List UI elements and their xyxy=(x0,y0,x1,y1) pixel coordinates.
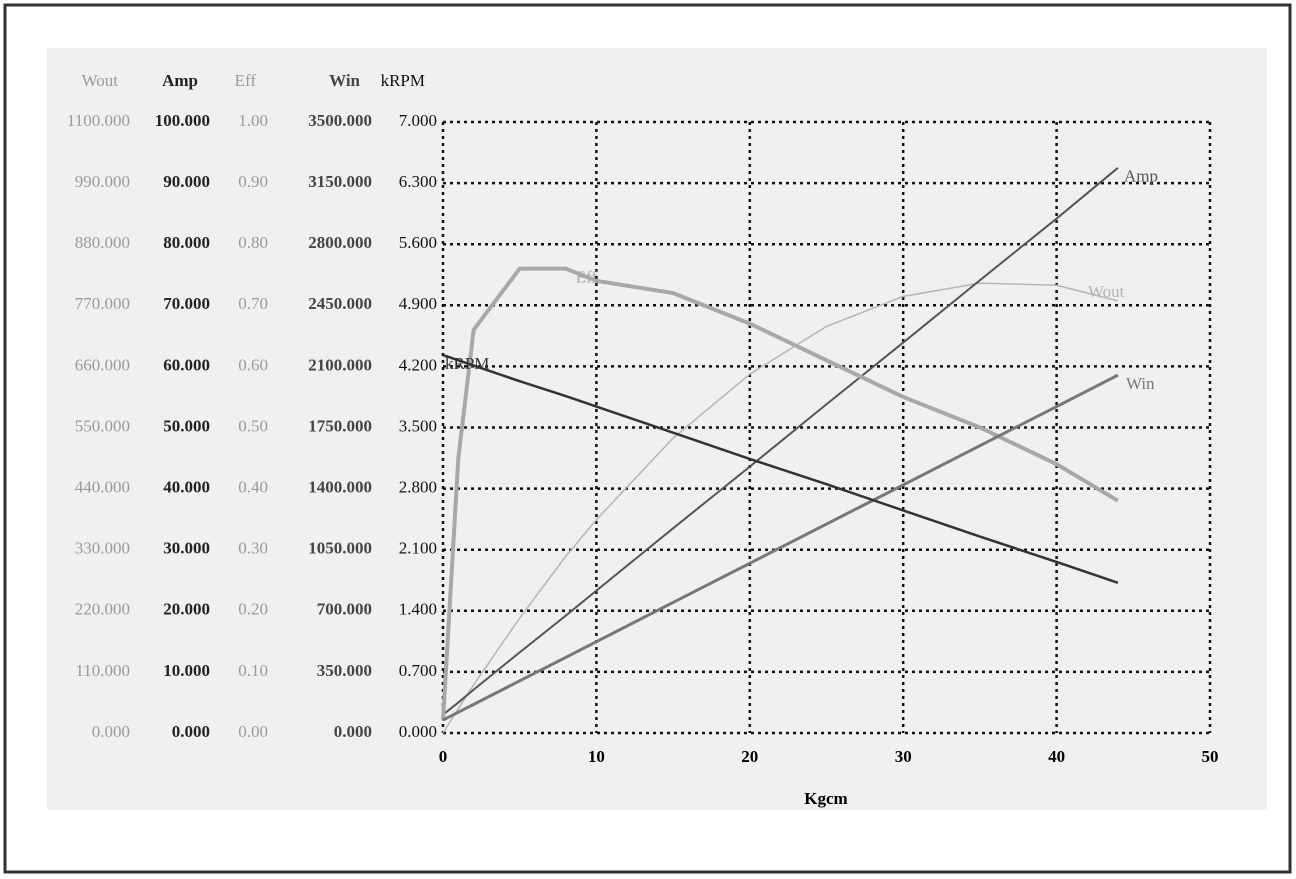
y-tick-label: 110.000 xyxy=(75,661,130,680)
y-tick-label: 0.00 xyxy=(238,722,268,741)
y-tick-label: 0.60 xyxy=(238,355,268,374)
x-tick-label: 20 xyxy=(741,747,758,766)
y-axis-title: kRPM xyxy=(381,71,425,90)
y-tick-label: 70.000 xyxy=(163,294,210,313)
y-tick-label: 990.000 xyxy=(75,172,130,191)
y-tick-label: 2.800 xyxy=(399,478,437,497)
series-line xyxy=(442,373,1119,722)
y-tick-label: 6.300 xyxy=(399,172,437,191)
y-tick-label: 0.80 xyxy=(238,233,268,252)
y-axis-title: Amp xyxy=(162,71,198,90)
x-axis-label: Kgcm xyxy=(804,789,847,808)
series-line xyxy=(442,353,1119,585)
y-tick-label: 2800.000 xyxy=(308,233,372,252)
y-tick-label: 5.600 xyxy=(399,233,437,252)
x-tick-label: 0 xyxy=(439,747,448,766)
y-tick-label: 2.100 xyxy=(399,539,437,558)
y-tick-label: 0.000 xyxy=(92,722,130,741)
y-tick-label: 20.000 xyxy=(163,600,210,619)
y-tick-label: 350.000 xyxy=(317,661,372,680)
y-tick-label: 0.000 xyxy=(334,722,372,741)
y-tick-label: 3.500 xyxy=(399,416,437,435)
y-tick-label: 2450.000 xyxy=(308,294,372,313)
y-tick-label: 440.000 xyxy=(75,478,130,497)
y-tick-label: 30.000 xyxy=(163,539,210,558)
series-label: Eff xyxy=(576,268,598,287)
y-tick-label: 2100.000 xyxy=(308,355,372,374)
y-tick-label: 0.70 xyxy=(238,294,268,313)
y-tick-label: 330.000 xyxy=(75,539,130,558)
y-axis-title: Eff xyxy=(235,71,257,90)
panel xyxy=(47,48,1267,810)
series-line xyxy=(442,282,1119,734)
y-tick-label: 10.000 xyxy=(163,661,210,680)
y-tick-label: 0.000 xyxy=(399,722,437,741)
series-label: kRPM xyxy=(445,354,489,373)
y-tick-label: 1050.000 xyxy=(308,539,372,558)
x-tick-label: 30 xyxy=(895,747,912,766)
series-line xyxy=(442,167,1119,716)
y-axis-title: Wout xyxy=(82,71,119,90)
y-tick-label: 1750.000 xyxy=(308,416,372,435)
y-tick-label: 700.000 xyxy=(317,600,372,619)
y-tick-label: 220.000 xyxy=(75,600,130,619)
y-tick-label: 0.90 xyxy=(238,172,268,191)
y-tick-label: 100.000 xyxy=(155,111,210,130)
y-tick-label: 880.000 xyxy=(75,233,130,252)
y-tick-label: 0.10 xyxy=(238,661,268,680)
y-axis-title: Win xyxy=(329,71,360,90)
y-tick-label: 80.000 xyxy=(163,233,210,252)
y-tick-label: 3500.000 xyxy=(308,111,372,130)
series-label: Win xyxy=(1126,374,1155,393)
y-tick-label: 0.700 xyxy=(399,661,437,680)
y-tick-label: 550.000 xyxy=(75,416,130,435)
x-tick-label: 10 xyxy=(588,747,605,766)
x-tick-label: 50 xyxy=(1202,747,1219,766)
y-tick-label: 3150.000 xyxy=(308,172,372,191)
y-tick-label: 90.000 xyxy=(163,172,210,191)
y-tick-label: 7.000 xyxy=(399,111,437,130)
y-tick-label: 1400.000 xyxy=(308,478,372,497)
y-tick-label: 0.30 xyxy=(238,539,268,558)
y-tick-label: 0.40 xyxy=(238,478,268,497)
series-label: Amp xyxy=(1124,167,1158,186)
y-tick-label: 4.900 xyxy=(399,294,437,313)
y-tick-label: 770.000 xyxy=(75,294,130,313)
y-tick-label: 0.20 xyxy=(238,600,268,619)
y-tick-label: 0.50 xyxy=(238,416,268,435)
y-tick-label: 1.400 xyxy=(399,600,437,619)
series-line xyxy=(441,266,1119,721)
y-tick-label: 50.000 xyxy=(163,416,210,435)
y-tick-label: 660.000 xyxy=(75,355,130,374)
x-tick-label: 40 xyxy=(1048,747,1065,766)
y-tick-label: 1100.000 xyxy=(67,111,130,130)
series-label: Wout xyxy=(1088,282,1125,301)
y-tick-label: 1.00 xyxy=(238,111,268,130)
y-tick-label: 40.000 xyxy=(163,478,210,497)
y-tick-label: 4.200 xyxy=(399,355,437,374)
y-tick-label: 60.000 xyxy=(163,355,210,374)
y-tick-label: 0.000 xyxy=(172,722,210,741)
